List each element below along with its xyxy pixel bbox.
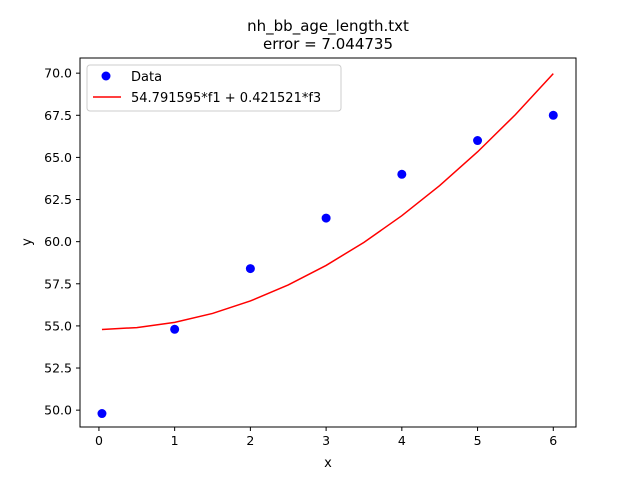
data-point [548,110,558,120]
x-tick-label: 1 [171,433,179,448]
axis-ticks: 0 1 2 3 4 5 6 50.0 52.5 55.0 57.5 60.0 62.5 65.0 67.5 7… [44,66,557,448]
y-tick-label: 52.5 [44,361,72,376]
data-point [473,136,483,146]
legend-box [86,64,342,112]
y-tick-label: 50.0 [44,403,72,418]
y-tick-label: 65.0 [44,150,72,165]
chart-subtitle: error = 7.044735 [263,35,393,53]
legend: Data 54.791595*f1 + 0.421521*f3 [86,64,342,112]
plot-area [97,73,558,419]
chart-title: nh_bb_age_length.txt [247,17,409,36]
x-tick-label: 2 [246,433,254,448]
data-point [321,213,331,223]
x-tick-label: 5 [474,433,482,448]
plot-frame [79,57,577,428]
y-tick-label: 57.5 [44,276,72,291]
y-tick-label: 60.0 [44,234,72,249]
fit-line [101,73,554,331]
data-point [97,409,107,419]
y-tick-label: 62.5 [44,192,72,207]
x-axis-label: x [324,456,332,471]
legend-fit-label: 54.791595*f1 + 0.421521*f3 [131,91,321,106]
x-tick-label: 3 [322,433,330,448]
y-axis-label: y [20,238,35,246]
y-tick-label: 67.5 [44,108,72,123]
legend-data-marker [101,71,111,81]
data-point [397,169,407,179]
x-tick-label: 6 [549,433,557,448]
y-tick-label: 55.0 [44,318,72,333]
y-tick-label: 70.0 [44,66,72,81]
legend-data-label: Data [131,70,162,85]
data-point [245,264,255,274]
x-tick-label: 4 [398,433,406,448]
x-tick-label: 0 [95,433,103,448]
data-point [170,324,180,334]
